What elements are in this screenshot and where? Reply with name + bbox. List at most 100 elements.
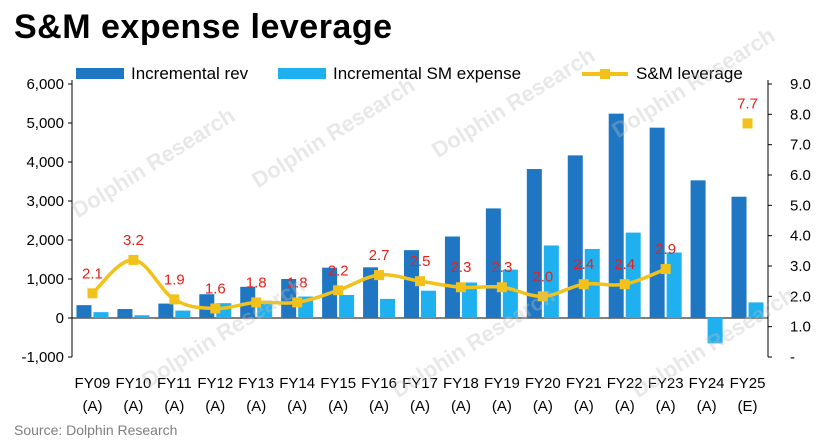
left-tick-label: 0 xyxy=(56,310,64,327)
bar-incremental-sm xyxy=(748,302,764,318)
x-tick-label-sub: (A) xyxy=(164,398,184,415)
x-tick-label: FY11 xyxy=(157,375,192,392)
x-tick-label: FY21 xyxy=(566,375,602,392)
right-tick-label: 6.0 xyxy=(790,167,811,184)
right-tick-label: 8.0 xyxy=(790,106,811,123)
bar-incremental-rev xyxy=(404,250,419,318)
leverage-marker xyxy=(537,291,548,302)
x-tick-label-sub: (A) xyxy=(287,398,307,415)
bar-incremental-sm xyxy=(707,318,723,344)
leverage-data-label: 1.8 xyxy=(287,274,308,291)
x-tick-label: FY17 xyxy=(402,375,438,392)
leverage-marker xyxy=(292,297,303,308)
leverage-data-label: 2.4 xyxy=(614,256,635,273)
leverage-data-label: 2.3 xyxy=(491,259,512,276)
legend-label-incremental-sm: Incremental SM expense xyxy=(333,64,521,83)
x-tick-label: FY20 xyxy=(525,375,561,392)
x-tick-label: FY13 xyxy=(238,375,274,392)
right-tick-label: 2.0 xyxy=(790,288,811,305)
leverage-data-label: 2.5 xyxy=(410,253,431,270)
right-tick-label: 7.0 xyxy=(790,137,811,154)
leverage-data-label: 2.7 xyxy=(369,247,390,264)
x-tick-label-sub: (A) xyxy=(410,398,430,415)
bar-incremental-rev xyxy=(444,236,460,318)
leverage-data-label: 2.4 xyxy=(573,256,594,273)
x-tick-label: FY16 xyxy=(361,375,397,392)
leverage-marker xyxy=(128,254,139,265)
x-tick-label-sub: (A) xyxy=(246,398,266,415)
bar-incremental-sm xyxy=(134,315,150,318)
x-tick-label-sub: (A) xyxy=(451,398,471,415)
bar-incremental-rev xyxy=(608,113,624,318)
leverage-data-label: 2.9 xyxy=(655,241,676,258)
x-tick-label-sub: (A) xyxy=(205,398,225,415)
legend-label-incremental-rev: Incremental rev xyxy=(131,64,249,83)
bar-incremental-rev xyxy=(158,303,174,318)
right-tick-label: 4.0 xyxy=(790,228,811,245)
x-tick-label: FY19 xyxy=(484,375,520,392)
leverage-marker xyxy=(742,118,753,129)
left-tick-label: 5,000 xyxy=(26,115,64,132)
bar-incremental-sm xyxy=(93,312,109,318)
leverage-marker xyxy=(210,303,221,314)
leverage-data-label: 3.2 xyxy=(123,232,144,249)
leverage-data-label: 2.1 xyxy=(82,265,103,282)
x-tick-label: FY23 xyxy=(648,375,684,392)
bar-incremental-rev xyxy=(281,279,297,318)
legend-swatch-leverage-marker xyxy=(600,69,610,79)
leverage-data-label: 7.7 xyxy=(737,95,758,112)
bar-incremental-rev xyxy=(690,180,706,318)
right-tick-label: 5.0 xyxy=(790,197,811,214)
x-tick-label: FY24 xyxy=(689,375,725,392)
x-tick-label: FY09 xyxy=(75,375,111,392)
leverage-marker xyxy=(660,264,671,275)
left-tick-label: 2,000 xyxy=(26,232,64,249)
leverage-marker xyxy=(374,270,385,281)
x-tick-label-sub: (A) xyxy=(615,398,635,415)
right-tick-label: - xyxy=(790,349,795,366)
bar-incremental-rev xyxy=(731,196,747,318)
left-tick-label: 3,000 xyxy=(26,193,64,210)
x-tick-label-sub: (A) xyxy=(123,398,143,415)
x-tick-label-sub: (A) xyxy=(697,398,717,415)
left-tick-label: -1,000 xyxy=(21,349,64,366)
bar-incremental-sm xyxy=(175,310,191,318)
x-tick-label-sub: (A) xyxy=(328,398,348,415)
leverage-marker xyxy=(415,276,425,287)
legend-swatch-incremental-sm xyxy=(278,68,326,79)
x-tick-label-sub: (A) xyxy=(82,398,102,415)
x-tick-label: FY25 xyxy=(730,375,766,392)
x-tick-label: FY18 xyxy=(443,375,479,392)
leverage-data-label: 2.0 xyxy=(532,268,553,285)
leverage-data-label: 1.6 xyxy=(205,280,226,297)
bar-incremental-rev xyxy=(526,169,542,318)
bar-incremental-sm xyxy=(666,252,682,318)
legend-label-leverage: S&M leverage xyxy=(636,64,743,83)
leverage-data-label: 1.9 xyxy=(164,271,185,288)
x-tick-label-sub: (A) xyxy=(369,398,389,415)
x-tick-label-sub: (A) xyxy=(656,398,676,415)
x-tick-label: FY10 xyxy=(115,375,151,392)
bar-incremental-rev xyxy=(567,155,583,318)
left-tick-label: 4,000 xyxy=(26,154,64,171)
leverage-marker xyxy=(496,282,507,293)
right-tick-label: 3.0 xyxy=(790,258,811,275)
bar-incremental-rev xyxy=(649,127,665,319)
x-tick-label-sub: (A) xyxy=(574,398,594,415)
leverage-marker xyxy=(578,279,589,290)
x-tick-label-sub: (A) xyxy=(492,398,512,415)
leverage-marker xyxy=(251,297,262,308)
bar-incremental-sm xyxy=(380,298,396,318)
x-tick-label-sub: (A) xyxy=(533,398,553,415)
bar-incremental-sm xyxy=(502,269,518,318)
leverage-marker xyxy=(169,294,180,305)
x-tick-label-sub: (E) xyxy=(738,398,758,415)
leverage-marker xyxy=(619,279,630,290)
leverage-marker xyxy=(333,285,344,296)
x-tick-label: FY14 xyxy=(279,375,315,392)
leverage-marker xyxy=(87,288,98,299)
legend-swatch-incremental-rev xyxy=(76,68,124,79)
leverage-data-label: 1.8 xyxy=(246,274,267,291)
x-tick-label: FY22 xyxy=(607,375,643,392)
